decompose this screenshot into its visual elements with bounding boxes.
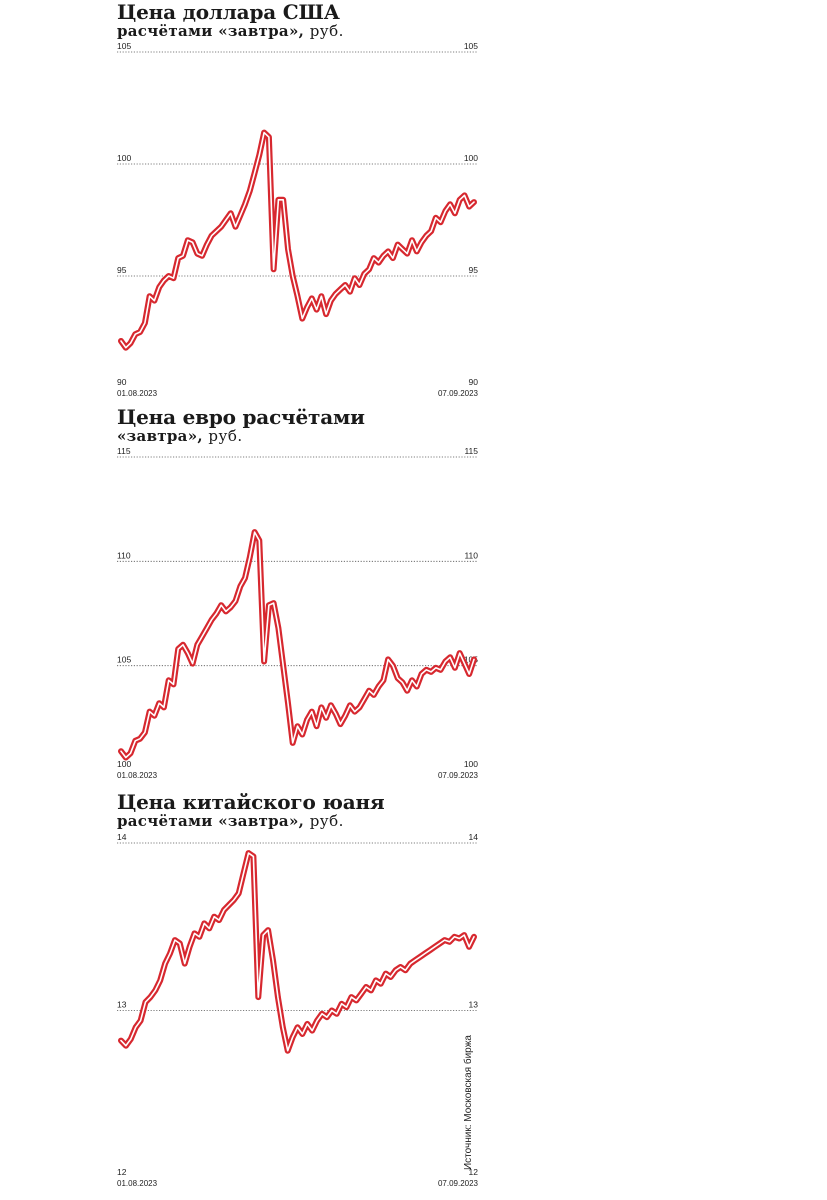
chart-title: Цена доллара США [117, 0, 340, 24]
series-line [118, 529, 477, 761]
y-tick-label-left: 90 [117, 377, 127, 387]
unit-label: руб. [309, 812, 344, 830]
unit-label: руб. [309, 22, 344, 40]
y-tick-label-left: 100 [117, 759, 131, 769]
x-start-label: 01.08.2023 [117, 389, 158, 398]
subtitle-text: расчётами «завтра», [117, 22, 305, 40]
y-tick-label-right: 13 [469, 1000, 479, 1010]
y-tick-label-right: 105 [464, 41, 478, 51]
x-end-label: 07.09.2023 [438, 771, 479, 780]
y-tick-label-right: 110 [464, 550, 478, 560]
y-tick-label-right: 100 [464, 153, 478, 163]
x-end-label: 07.09.2023 [438, 1179, 479, 1188]
y-tick-label-left: 105 [117, 41, 131, 51]
x-end-label: 07.09.2023 [438, 389, 479, 398]
plot-usd: 90 90 95 95 100 100 105 105 01.08.2023 07.09.2023 [117, 41, 479, 398]
chart-subtitle: расчётами «завтра», руб. [117, 22, 344, 40]
y-tick-label-right: 14 [469, 832, 479, 842]
chart-title: Цена евро расчётами [117, 405, 365, 429]
y-tick-label-left: 105 [117, 655, 131, 665]
series-line-highlight [120, 131, 475, 349]
y-tick-label-left: 100 [117, 153, 131, 163]
unit-label: руб. [208, 427, 243, 445]
chart-title: Цена китайского юаня [117, 790, 385, 814]
source-note: Источник: Московская биржа [463, 1035, 474, 1170]
chart-subtitle: расчётами «завтра», руб. [117, 812, 344, 830]
x-start-label: 01.08.2023 [117, 771, 158, 780]
y-tick-label-left: 115 [117, 446, 131, 456]
y-tick-label-left: 95 [117, 265, 127, 275]
series-line [118, 850, 477, 1054]
y-tick-label-left: 13 [117, 1000, 127, 1010]
chart-subtitle: «завтра», руб. [117, 427, 243, 445]
y-tick-label-right: 115 [464, 446, 478, 456]
y-tick-label-left: 110 [117, 550, 131, 560]
subtitle-text: «завтра», [117, 427, 203, 445]
y-tick-label-right: 95 [469, 265, 479, 275]
series-line-highlight [120, 531, 475, 759]
x-start-label: 01.08.2023 [117, 1179, 158, 1188]
plot-cny: 12 12 13 13 14 14 01.08.2023 07.09.2023 [117, 832, 479, 1188]
y-tick-label-right: 100 [464, 759, 478, 769]
y-tick-label-left: 12 [117, 1167, 127, 1177]
y-tick-label-right: 12 [469, 1167, 479, 1177]
subtitle-text: расчётами «завтра», [117, 812, 305, 830]
series-line-highlight [120, 852, 475, 1052]
y-tick-label-right: 90 [469, 377, 479, 387]
series-line [118, 129, 477, 351]
y-tick-label-left: 14 [117, 832, 127, 842]
